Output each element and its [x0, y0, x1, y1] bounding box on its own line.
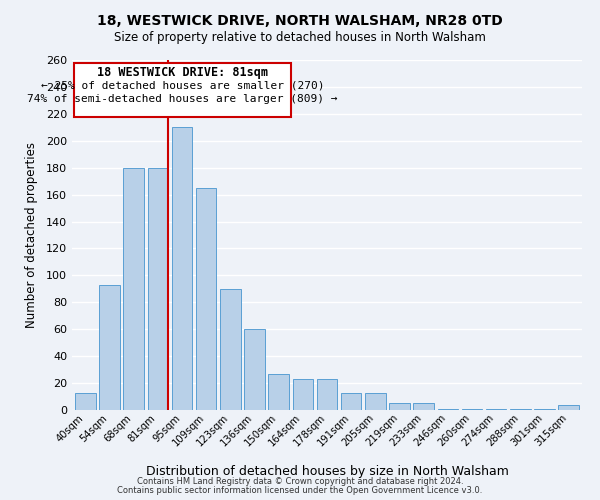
Bar	[293, 379, 313, 410]
Bar	[437, 408, 458, 410]
Bar	[268, 374, 289, 410]
Bar	[534, 408, 555, 410]
Text: Distribution of detached houses by size in North Walsham: Distribution of detached houses by size …	[146, 464, 508, 477]
Bar	[341, 392, 361, 410]
Bar	[486, 408, 506, 410]
Y-axis label: Number of detached properties: Number of detached properties	[25, 142, 38, 328]
Bar	[510, 408, 530, 410]
Bar	[148, 168, 168, 410]
Bar	[317, 379, 337, 410]
FancyBboxPatch shape	[74, 62, 291, 116]
Bar	[124, 168, 144, 410]
Bar	[99, 285, 120, 410]
Text: 18, WESTWICK DRIVE, NORTH WALSHAM, NR28 0TD: 18, WESTWICK DRIVE, NORTH WALSHAM, NR28 …	[97, 14, 503, 28]
Text: Contains HM Land Registry data © Crown copyright and database right 2024.: Contains HM Land Registry data © Crown c…	[137, 477, 463, 486]
Bar	[220, 289, 241, 410]
Bar	[365, 392, 386, 410]
Text: 18 WESTWICK DRIVE: 81sqm: 18 WESTWICK DRIVE: 81sqm	[97, 66, 268, 78]
Bar	[559, 404, 579, 410]
Bar	[413, 404, 434, 410]
Bar	[196, 188, 217, 410]
Bar	[75, 392, 95, 410]
Bar	[389, 404, 410, 410]
Text: ← 25% of detached houses are smaller (270): ← 25% of detached houses are smaller (27…	[41, 80, 325, 90]
Bar	[244, 329, 265, 410]
Bar	[172, 128, 192, 410]
Text: 74% of semi-detached houses are larger (809) →: 74% of semi-detached houses are larger (…	[28, 94, 338, 104]
Text: Contains public sector information licensed under the Open Government Licence v3: Contains public sector information licen…	[118, 486, 482, 495]
Bar	[462, 408, 482, 410]
Text: Size of property relative to detached houses in North Walsham: Size of property relative to detached ho…	[114, 31, 486, 44]
